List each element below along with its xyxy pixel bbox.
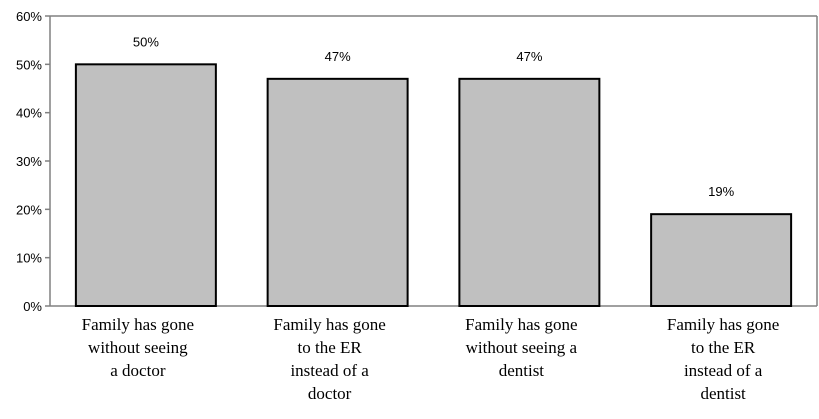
category-label-line: Family has gone	[667, 315, 779, 334]
bars	[74, 63, 793, 308]
category-label-line: instead of a	[290, 361, 369, 380]
bar	[74, 63, 217, 308]
y-tick-label: 0%	[23, 299, 42, 314]
data-label: 47%	[325, 49, 351, 64]
data-label: 47%	[516, 49, 542, 64]
y-tick-label: 30%	[16, 154, 42, 169]
category-label: Family has gone without seeing a dentist	[465, 315, 577, 380]
data-labels: 50% 47% 47% 19%	[133, 34, 735, 199]
category-label: Family has gone to the ER instead of a doct…	[273, 315, 385, 403]
bar	[458, 77, 601, 308]
category-label-line: Family has gone	[82, 315, 194, 334]
data-label: 19%	[708, 184, 734, 199]
y-tick-label: 40%	[16, 106, 42, 121]
category-label-line: to the ER	[691, 338, 756, 357]
category-label-line: dentist	[700, 384, 746, 403]
category-label-line: without seeing a	[466, 338, 578, 357]
y-tick-label: 20%	[16, 202, 42, 217]
category-label-line: Family has gone	[273, 315, 385, 334]
category-label-line: to the ER	[298, 338, 363, 357]
bar	[650, 213, 793, 308]
y-tick-label: 50%	[16, 57, 42, 72]
category-label-line: without seeing	[88, 338, 188, 357]
category-label: Family has gone without seeing a doctor	[82, 315, 194, 380]
category-label-line: a doctor	[110, 361, 166, 380]
category-label-line: instead of a	[684, 361, 763, 380]
category-label-line: dentist	[499, 361, 545, 380]
category-label-line: doctor	[308, 384, 352, 403]
y-axis: 0% 10% 20% 30% 40% 50% 60%	[16, 9, 51, 314]
bar	[266, 77, 409, 308]
data-label: 50%	[133, 34, 159, 49]
category-label: Family has gone to the ER instead of a dent…	[667, 315, 779, 403]
category-label-line: Family has gone	[465, 315, 577, 334]
category-labels: Family has gone without seeing a doctorFam…	[82, 315, 780, 403]
y-tick-label: 60%	[16, 9, 42, 24]
y-tick-label: 10%	[16, 251, 42, 266]
